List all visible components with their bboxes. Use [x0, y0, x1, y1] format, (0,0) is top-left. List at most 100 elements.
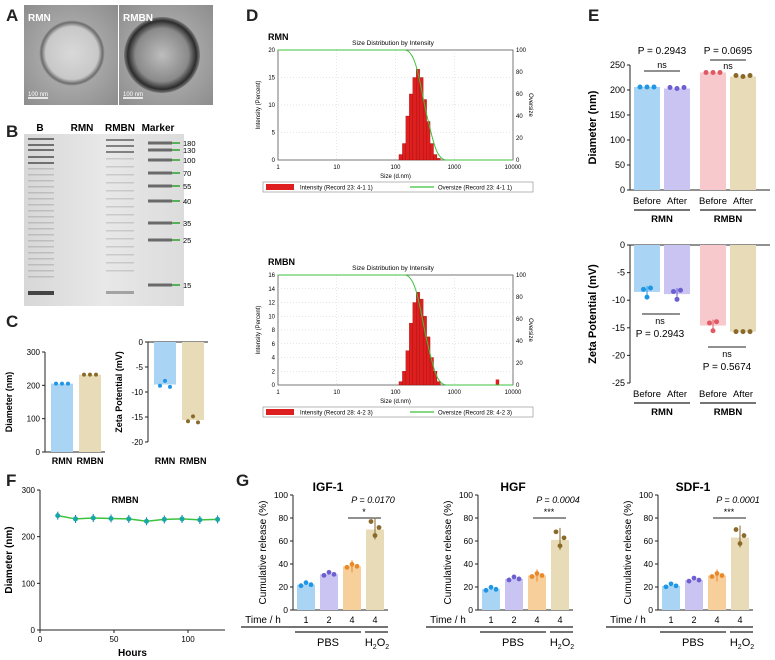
- d-rmbn-oversize-line: [278, 274, 513, 386]
- g2-y-tick-label: 80: [644, 513, 654, 523]
- e-zeta-bar-label: After: [733, 389, 753, 400]
- e-zeta-y-tick-label: -25: [612, 378, 625, 388]
- e-zeta-dot: [648, 285, 653, 291]
- gel-band-rmbn: [106, 206, 134, 208]
- c-diam-bar: [51, 383, 73, 452]
- gel-band-b: [28, 192, 54, 194]
- d-rmn-ytick: 15: [268, 76, 275, 82]
- e-zeta-dot: [671, 289, 676, 295]
- g1-title: HGF: [500, 480, 525, 494]
- e-diam-bar-label: After: [733, 196, 753, 207]
- e-diam-y-tick-label: 50: [615, 160, 625, 170]
- g1-time-tick: 2: [511, 615, 516, 625]
- g1-dot: [506, 577, 512, 583]
- gel-marker-band: [148, 221, 172, 225]
- g1-ylabel: Cumulative release (%): [443, 501, 454, 605]
- g0-h2o2-label: H2O2: [365, 637, 389, 651]
- d-rmbn-y2tick: 60: [516, 317, 523, 323]
- lane-label-rmbn: RMBN: [105, 123, 135, 134]
- g1-dot: [561, 535, 567, 541]
- d-rmbn-legend-green: Oversize (Record 28: 4-2 3): [438, 411, 512, 417]
- c-zeta-y-tick-label: -10: [131, 388, 143, 397]
- panel-a: A RMN RMBN 100 nm 100 nm: [0, 0, 230, 110]
- g0-time-tick: 1: [303, 615, 308, 625]
- f-point: [55, 513, 61, 519]
- e-diam-y-tick-label: 250: [610, 60, 625, 70]
- d-rmbn-legend: [262, 406, 534, 418]
- g2-time-label: Time / h: [610, 615, 646, 626]
- d-rmbn-bar: [436, 381, 441, 386]
- f-point: [126, 516, 132, 522]
- d-rmn-xtick: 10000: [505, 165, 522, 171]
- g0-time-tick: 4: [372, 615, 377, 625]
- e-diam-dot: [710, 70, 716, 75]
- d-rmn-y2tick: 60: [516, 92, 523, 98]
- d-rmn-ytick: 20: [268, 48, 275, 54]
- f-x-tick-label: 100: [181, 635, 195, 644]
- g0-y-tick-label: 100: [274, 490, 288, 500]
- d-rmbn-y2tick: 100: [516, 273, 527, 279]
- gel-band-rmbn: [106, 182, 134, 184]
- e-diam-bar: [730, 76, 756, 190]
- e-diam-dot: [733, 73, 739, 78]
- g1-y-tick-label: 0: [468, 605, 473, 615]
- d-rmn-title: Size Distribution by Intensity: [352, 40, 434, 47]
- g1-sig: ***: [544, 507, 555, 517]
- d-rmbn-bar: [495, 379, 500, 385]
- d-rmn-y2tick: 20: [516, 136, 523, 142]
- g0-p: P = 0.0170: [351, 495, 394, 505]
- d-rmbn-y2label: Oversize: [527, 318, 533, 342]
- e-diam-dot: [740, 74, 746, 79]
- d-rmbn-xtick: 10: [333, 390, 340, 396]
- gel-band-b: [28, 198, 54, 200]
- g1-y-tick-label: 80: [464, 513, 474, 523]
- g0-bar: [297, 584, 315, 610]
- panel-label-a: A: [6, 6, 19, 25]
- g1-y-tick-label: 60: [464, 536, 474, 546]
- g1-bar: [528, 575, 546, 610]
- g2-time-tick: 4: [714, 615, 719, 625]
- panel-g: G 0 20 40 60 80 100 Cumulative release (%) IGF-…: [236, 465, 775, 660]
- e-diam-ylabel: Diameter (nm): [587, 90, 599, 164]
- gel-band-rmbn: [106, 198, 134, 200]
- g2-ylabel: Cumulative release (%): [623, 501, 634, 605]
- gel-marker-label: 25: [183, 236, 191, 245]
- d-rmn-bar: [436, 158, 441, 161]
- gel-band-b: [28, 149, 54, 151]
- gel-band-b: [28, 174, 54, 176]
- e-zeta-ns: ns: [655, 316, 665, 326]
- d-rmn-bar: [429, 143, 434, 161]
- g2-y-tick-label: 60: [644, 536, 654, 546]
- gel-marker-label: 100: [183, 156, 196, 165]
- f-point: [215, 516, 221, 522]
- g0-dot: [326, 569, 332, 575]
- d-rmbn-xlabel: Size (d.nm): [380, 399, 411, 405]
- gel-band-b: [28, 204, 54, 206]
- e-diam-bar: [700, 72, 726, 190]
- f-y-tick-label: 0: [31, 626, 36, 635]
- e-diam-dot: [674, 86, 680, 91]
- tem-label-rmn: RMN: [28, 13, 51, 24]
- g1-time-label: Time / h: [430, 615, 466, 626]
- gel-band-b: [28, 186, 54, 188]
- g0-bar: [320, 574, 338, 610]
- e-diam-y-tick-label: 150: [610, 110, 625, 120]
- panel-label-c: C: [6, 312, 19, 331]
- g0-pbs-label: PBS: [317, 637, 339, 649]
- gel-marker-label: 55: [183, 182, 191, 191]
- e-zeta-y-tick-label: 0: [620, 240, 625, 250]
- d-rmbn-ytick: 6: [272, 342, 276, 348]
- g1-y-tick-label: 100: [459, 490, 473, 500]
- d-rmbn-ytick: 14: [268, 287, 275, 293]
- e-zeta-dot: [678, 287, 683, 293]
- d-rmbn-ytick: 8: [272, 328, 276, 334]
- e-diam-bar-label: After: [667, 196, 687, 207]
- e-diam-ns: ns: [657, 60, 667, 70]
- gel-band-b: [28, 156, 54, 158]
- e-diam-group-label: RMN: [651, 214, 673, 225]
- c-diam-xlabel: RMN: [52, 456, 73, 466]
- g0-bar: [343, 566, 361, 610]
- g1-dot: [488, 584, 494, 590]
